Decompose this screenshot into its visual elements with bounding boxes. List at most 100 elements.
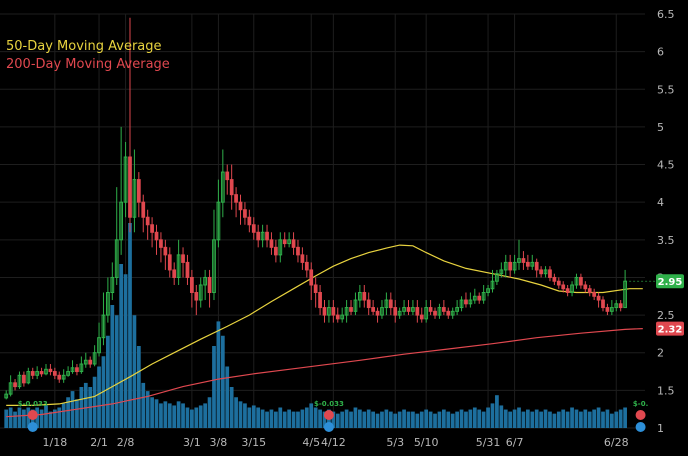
legend: 50-Day Moving Average 200-Day Moving Ave…	[6, 39, 170, 72]
candle-body	[508, 261, 513, 271]
candle-body	[97, 337, 101, 354]
volume-bar	[212, 346, 216, 428]
volume-bar	[503, 409, 508, 428]
candle-body	[256, 231, 261, 241]
candle-body	[495, 273, 499, 282]
candle-body	[212, 239, 216, 294]
volume-bar	[525, 409, 530, 428]
candle-body	[167, 254, 172, 271]
volume-bar	[380, 411, 384, 428]
volume-bar	[278, 407, 283, 428]
candle-body	[123, 156, 128, 203]
x-tick-label: 3/15	[241, 436, 266, 449]
info-marker	[635, 422, 646, 432]
volume-bar	[490, 403, 495, 428]
candle-body	[190, 276, 194, 294]
candle-body	[543, 269, 548, 275]
candle-body	[234, 194, 238, 203]
earnings-marker	[323, 410, 334, 420]
candle-body	[397, 310, 402, 316]
candle-body	[114, 239, 119, 278]
volume-bar	[357, 409, 362, 428]
volume-bar	[132, 315, 137, 428]
volume-bar	[123, 274, 128, 428]
x-tick-label: 1/18	[42, 436, 67, 449]
volume-bar	[455, 411, 459, 428]
volume-bar	[366, 409, 371, 428]
volume-bar	[362, 411, 367, 428]
dividend-label: $-0.033	[18, 400, 48, 408]
candle-body	[380, 307, 384, 316]
candle-body	[419, 314, 424, 320]
volume-bar	[340, 411, 345, 428]
candle-body	[499, 269, 504, 275]
candle-body	[428, 307, 433, 312]
candle-body	[424, 307, 429, 320]
y-tick-label: 6	[657, 46, 664, 59]
candle-body	[517, 258, 521, 263]
candle-body	[464, 299, 468, 305]
volume-bar	[52, 409, 57, 428]
candle-body	[441, 307, 446, 312]
volume-bar	[388, 411, 393, 428]
candle-body	[534, 261, 539, 271]
volume-bar	[371, 411, 375, 428]
volume-bar	[335, 413, 340, 428]
volume-bar	[614, 411, 619, 428]
candle-body	[57, 374, 62, 380]
volume-bar	[459, 409, 464, 428]
volume-bar	[17, 407, 22, 428]
candle-body	[371, 307, 375, 312]
volume-bar	[419, 411, 424, 428]
price-tags: 2.95 2.32	[625, 274, 684, 336]
candle-body	[300, 254, 305, 263]
candle-body	[539, 269, 543, 275]
candle-body	[83, 359, 88, 365]
candle-body	[26, 371, 31, 384]
ma50-path	[6, 244, 643, 406]
volume-bar	[539, 411, 543, 428]
candle-body	[238, 201, 243, 211]
x-tick-label: 4/12	[321, 436, 346, 449]
candle-body	[437, 307, 442, 316]
volume-bar	[207, 397, 212, 428]
volume-bar	[106, 335, 110, 428]
candle-body	[433, 310, 437, 316]
volume-bar	[601, 411, 605, 428]
candle-body	[291, 239, 296, 248]
ma50-line	[6, 244, 643, 406]
volume-bar	[92, 376, 97, 428]
volume-bar	[424, 409, 429, 428]
candle-body	[296, 246, 300, 256]
volume-bar	[331, 411, 336, 428]
candle-body	[287, 239, 292, 245]
volume-bar	[446, 411, 451, 428]
candle-body	[362, 292, 367, 301]
volume-bar	[176, 401, 181, 428]
volume-bar	[167, 403, 172, 428]
candle-body	[335, 314, 340, 320]
x-tick-label: 3/1	[183, 436, 201, 449]
volume-bar	[548, 411, 552, 428]
earnings-marker	[27, 410, 38, 420]
volume-bar	[570, 407, 574, 428]
candle-body	[384, 299, 389, 309]
volume-bar	[291, 411, 296, 428]
earnings-marker	[635, 410, 646, 420]
candle-body	[274, 246, 278, 256]
x-tick-label: 6/28	[604, 436, 629, 449]
volume-bar	[61, 403, 66, 428]
volume-bar	[243, 403, 247, 428]
candle-body	[176, 254, 181, 278]
candle-body	[225, 171, 230, 181]
volume-bar	[229, 387, 234, 428]
x-tick-label: 4/5	[302, 436, 320, 449]
volume-bar	[415, 413, 420, 428]
volume-bar	[609, 413, 614, 428]
candle-body	[92, 352, 97, 365]
candle-body	[366, 299, 371, 309]
candle-body	[521, 258, 526, 263]
volume-bar	[234, 397, 238, 428]
volume-bar	[256, 407, 261, 428]
